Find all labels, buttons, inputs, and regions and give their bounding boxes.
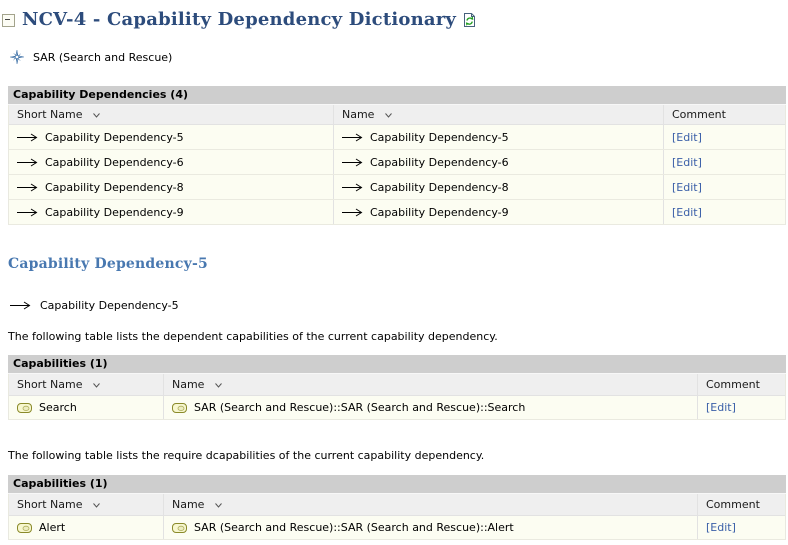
dependent-capabilities-table: Capabilities (1) Short Name Name Comment bbox=[8, 355, 786, 420]
cell-name: Capability Dependency-9 bbox=[370, 205, 509, 219]
column-header-label: Short Name bbox=[17, 378, 83, 391]
edit-comment-link[interactable]: [Edit] bbox=[672, 130, 702, 144]
sort-down-icon bbox=[385, 108, 393, 121]
subject-row: SAR (Search and Rescue) bbox=[9, 49, 173, 65]
column-header-comment: Comment bbox=[664, 105, 785, 124]
column-header-short-name[interactable]: Short Name bbox=[9, 374, 164, 395]
column-header-label: Name bbox=[342, 108, 375, 121]
column-header-comment: Comment bbox=[698, 494, 785, 515]
cell-name: SAR (Search and Rescue)::SAR (Search and… bbox=[194, 401, 526, 414]
required-intro-text: The following table lists the require dc… bbox=[8, 449, 485, 462]
table-column-header-row: Short Name Name Comment bbox=[9, 374, 785, 396]
column-header-label: Short Name bbox=[17, 498, 83, 511]
column-header-name[interactable]: Name bbox=[164, 374, 698, 395]
dependency-arrow-icon bbox=[342, 183, 363, 192]
column-header-label: Comment bbox=[706, 498, 760, 511]
dependency-arrow-icon bbox=[17, 208, 38, 217]
column-header-label: Comment bbox=[672, 108, 726, 121]
dependency-arrow-icon bbox=[17, 158, 38, 167]
sort-down-icon bbox=[215, 378, 223, 391]
dependency-item-label: Capability Dependency-5 bbox=[40, 299, 179, 312]
capability-icon bbox=[172, 522, 187, 533]
edit-comment-link[interactable]: [Edit] bbox=[672, 180, 702, 194]
collapse-minus-icon[interactable] bbox=[2, 14, 15, 27]
table-row: Capability Dependency-8 Capability Depen… bbox=[9, 175, 785, 200]
capability-icon bbox=[17, 522, 32, 533]
sort-down-icon bbox=[93, 108, 101, 121]
column-header-name[interactable]: Name bbox=[164, 494, 698, 515]
table-title: Capabilities (1) bbox=[8, 475, 786, 494]
table-column-header-row: Short Name Name Comment bbox=[9, 105, 785, 125]
table-column-header-row: Short Name Name Comment bbox=[9, 494, 785, 516]
edit-comment-link[interactable]: [Edit] bbox=[706, 521, 736, 534]
cell-name: Capability Dependency-8 bbox=[370, 180, 509, 194]
cell-short-name: Capability Dependency-8 bbox=[45, 180, 184, 194]
section-heading: Capability Dependency-5 bbox=[8, 256, 208, 272]
capability-dependencies-table: Capability Dependencies (4) Short Name N… bbox=[8, 86, 786, 225]
table-row: Capability Dependency-9 Capability Depen… bbox=[9, 200, 785, 225]
table-title: Capabilities (1) bbox=[8, 355, 786, 374]
table-row: Capability Dependency-6 Capability Depen… bbox=[9, 150, 785, 175]
column-header-label: Short Name bbox=[17, 108, 83, 121]
column-header-short-name[interactable]: Short Name bbox=[9, 494, 164, 515]
dependency-arrow-icon bbox=[17, 183, 38, 192]
table-row: Search SAR (Search and Rescue)::SAR (Sea… bbox=[9, 396, 785, 420]
edit-comment-link[interactable]: [Edit] bbox=[672, 155, 702, 169]
column-header-comment: Comment bbox=[698, 374, 785, 395]
dependent-intro-text: The following table lists the dependent … bbox=[8, 330, 498, 343]
column-header-short-name[interactable]: Short Name bbox=[9, 105, 334, 124]
column-header-label: Name bbox=[172, 498, 205, 511]
cell-name: Capability Dependency-5 bbox=[370, 130, 509, 144]
dependency-arrow-icon bbox=[342, 158, 363, 167]
cell-short-name: Alert bbox=[39, 521, 66, 534]
subject-label: SAR (Search and Rescue) bbox=[33, 50, 173, 64]
dependency-item-line: Capability Dependency-5 bbox=[10, 299, 179, 312]
capability-icon bbox=[17, 402, 32, 413]
column-header-label: Name bbox=[172, 378, 205, 391]
sort-down-icon bbox=[93, 378, 101, 391]
dependency-arrow-icon bbox=[17, 133, 38, 142]
page-title: NCV-4 - Capability Dependency Dictionary bbox=[22, 9, 457, 30]
edit-comment-link[interactable]: [Edit] bbox=[672, 205, 702, 219]
sort-down-icon bbox=[93, 498, 101, 511]
cell-name: SAR (Search and Rescue)::SAR (Search and… bbox=[194, 521, 514, 534]
capability-icon bbox=[172, 402, 187, 413]
table-row: Alert SAR (Search and Rescue)::SAR (Sear… bbox=[9, 516, 785, 540]
dependency-arrow-icon bbox=[342, 208, 363, 217]
column-header-name[interactable]: Name bbox=[334, 105, 664, 124]
column-header-label: Comment bbox=[706, 378, 760, 391]
edit-comment-link[interactable]: [Edit] bbox=[706, 401, 736, 414]
table-title: Capability Dependencies (4) bbox=[8, 86, 786, 105]
cell-short-name: Capability Dependency-5 bbox=[45, 130, 184, 144]
table-row: Capability Dependency-5 Capability Depen… bbox=[9, 125, 785, 150]
cell-short-name: Search bbox=[39, 401, 77, 414]
required-capabilities-table: Capabilities (1) Short Name Name Comment bbox=[8, 475, 786, 540]
cell-short-name: Capability Dependency-6 bbox=[45, 155, 184, 169]
compass-node-icon bbox=[9, 49, 25, 65]
refresh-report-icon[interactable] bbox=[463, 12, 476, 31]
dependency-arrow-icon bbox=[10, 301, 31, 310]
sort-down-icon bbox=[215, 498, 223, 511]
cell-short-name: Capability Dependency-9 bbox=[45, 205, 184, 219]
dependency-arrow-icon bbox=[342, 133, 363, 142]
report-header: NCV-4 - Capability Dependency Dictionary bbox=[2, 8, 476, 32]
cell-name: Capability Dependency-6 bbox=[370, 155, 509, 169]
